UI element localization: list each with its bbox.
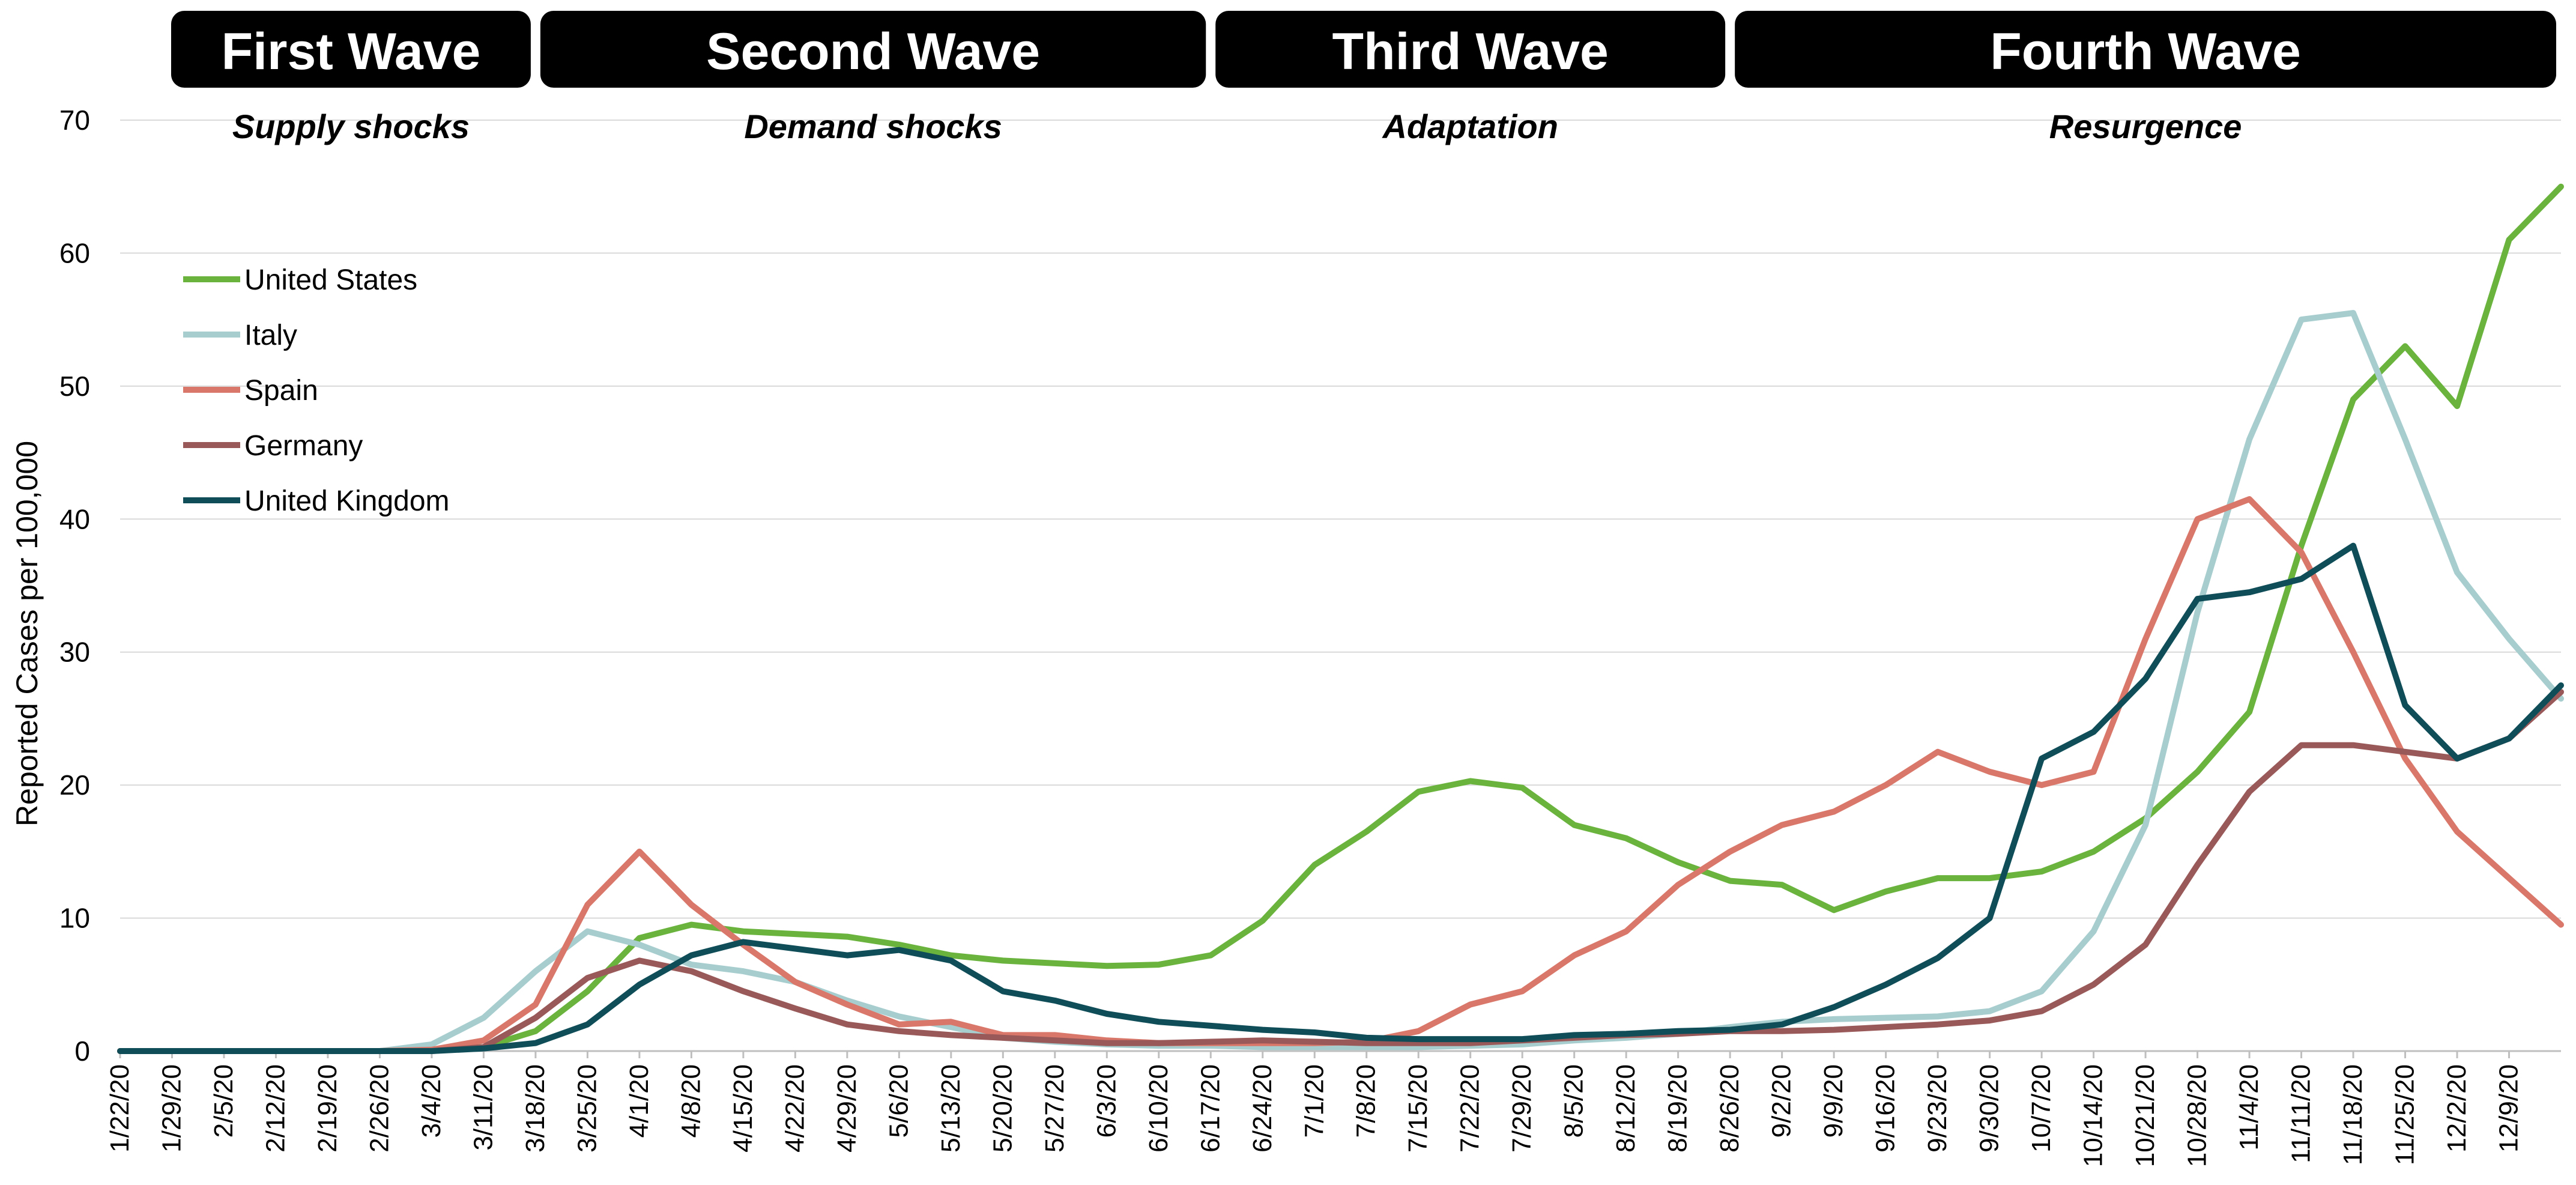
y-tick-label: 10 — [59, 903, 90, 934]
x-tick-label: 11/4/20 — [2234, 1064, 2264, 1151]
wave-subtitle: Demand shocks — [744, 108, 1002, 145]
series-line-united-states — [117, 183, 2564, 1054]
series-line-united-kingdom — [117, 542, 2564, 1054]
wave-title: Second Wave — [706, 23, 1040, 80]
x-tick-label: 12/9/20 — [2494, 1064, 2524, 1153]
x-tick-label: 1/22/20 — [105, 1064, 135, 1153]
y-tick-label: 20 — [59, 769, 90, 801]
x-tick-label: 4/8/20 — [676, 1064, 706, 1138]
x-tick-label: 10/7/20 — [2027, 1064, 2056, 1153]
wave-title: First Wave — [222, 23, 481, 80]
x-tick-label: 10/21/20 — [2130, 1064, 2160, 1167]
legend-label: Germany — [244, 430, 363, 462]
legend-label: Italy — [244, 320, 297, 351]
y-tick-label: 70 — [59, 105, 90, 136]
legend-label: Spain — [244, 375, 318, 407]
x-tick-label: 9/2/20 — [1767, 1064, 1797, 1138]
wave-banner — [1215, 11, 1726, 88]
series-line-germany — [117, 689, 2564, 1054]
x-tick-label: 9/30/20 — [1975, 1064, 2004, 1153]
x-tick-label: 9/16/20 — [1871, 1064, 1900, 1153]
x-axis-ticks: 1/22/20 1/29/20 2/5/20 2/12/20 2/19/20 2/26/2… — [105, 1051, 2524, 1167]
x-tick-label: 7/8/20 — [1352, 1064, 1381, 1138]
x-tick-label: 8/26/20 — [1715, 1064, 1744, 1153]
x-tick-label: 2/26/20 — [364, 1064, 394, 1153]
x-tick-label: 3/11/20 — [468, 1064, 498, 1151]
x-tick-label: 7/15/20 — [1403, 1064, 1433, 1153]
x-tick-label: 7/1/20 — [1299, 1064, 1329, 1138]
x-tick-label: 6/17/20 — [1196, 1064, 1225, 1153]
x-tick-label: 5/13/20 — [936, 1064, 966, 1153]
x-tick-label: 9/9/20 — [1819, 1064, 1848, 1138]
x-tick-label: 6/3/20 — [1092, 1064, 1121, 1138]
wave-subtitle: Adaptation — [1382, 108, 1558, 145]
legend-label: United Kingdom — [244, 485, 450, 517]
wave-banner — [540, 11, 1206, 88]
x-tick-label: 1/29/20 — [157, 1064, 186, 1153]
x-tick-label: 2/19/20 — [313, 1064, 342, 1153]
gridlines — [120, 120, 2561, 1052]
x-tick-label: 6/24/20 — [1248, 1064, 1277, 1153]
y-tick-label: 30 — [59, 637, 90, 668]
x-tick-label: 4/29/20 — [832, 1064, 862, 1153]
y-tick-label: 50 — [59, 371, 90, 402]
x-tick-label: 11/18/20 — [2338, 1064, 2368, 1165]
x-tick-label: 4/22/20 — [780, 1064, 809, 1153]
y-tick-label: 60 — [59, 237, 90, 268]
x-tick-label: 2/5/20 — [209, 1064, 238, 1138]
wave-subtitle: Resurgence — [2049, 108, 2242, 145]
x-tick-label: 11/25/20 — [2390, 1064, 2420, 1165]
x-tick-label: 7/22/20 — [1456, 1064, 1485, 1153]
legend: United States Italy Spain Germany United Kin… — [183, 264, 450, 517]
series-lines — [117, 183, 2564, 1054]
series-line-italy — [117, 310, 2564, 1054]
wave-subtitle: Supply shocks — [232, 108, 470, 145]
x-tick-label: 10/14/20 — [2079, 1064, 2108, 1167]
wave-banner — [171, 11, 531, 88]
wave-banner — [1735, 11, 2556, 88]
x-tick-label: 3/4/20 — [417, 1064, 446, 1138]
wave-title: Fourth Wave — [1990, 23, 2301, 80]
x-tick-label: 3/18/20 — [521, 1064, 550, 1153]
x-tick-label: 8/5/20 — [1559, 1064, 1589, 1138]
y-tick-label: 40 — [59, 503, 90, 535]
x-tick-label: 6/10/20 — [1144, 1064, 1173, 1153]
x-tick-label: 11/11/20 — [2287, 1064, 2316, 1163]
x-tick-label: 12/2/20 — [2442, 1064, 2472, 1153]
x-tick-label: 10/28/20 — [2183, 1064, 2212, 1167]
x-tick-label: 7/29/20 — [1507, 1064, 1537, 1153]
y-axis-label: Reported Cases per 100,000 — [10, 441, 44, 826]
x-tick-label: 8/19/20 — [1663, 1064, 1693, 1153]
x-tick-label: 4/1/20 — [624, 1064, 654, 1138]
x-tick-label: 5/27/20 — [1040, 1064, 1069, 1153]
wave-title: Third Wave — [1332, 23, 1609, 80]
x-tick-label: 8/12/20 — [1611, 1064, 1640, 1153]
legend-label: United States — [244, 264, 417, 296]
x-tick-label: 2/12/20 — [261, 1064, 290, 1153]
y-axis-ticks: 0 10 20 30 40 50 60 70 — [59, 105, 90, 1067]
x-tick-label: 4/15/20 — [728, 1064, 758, 1153]
y-tick-label: 0 — [74, 1035, 90, 1067]
x-tick-label: 3/25/20 — [572, 1064, 602, 1153]
x-tick-label: 9/23/20 — [1923, 1064, 1952, 1153]
x-tick-label: 5/6/20 — [884, 1064, 913, 1138]
x-tick-label: 5/20/20 — [988, 1064, 1017, 1153]
wave-banners: First Wave Supply shocks Second Wave Demand… — [171, 11, 2556, 145]
